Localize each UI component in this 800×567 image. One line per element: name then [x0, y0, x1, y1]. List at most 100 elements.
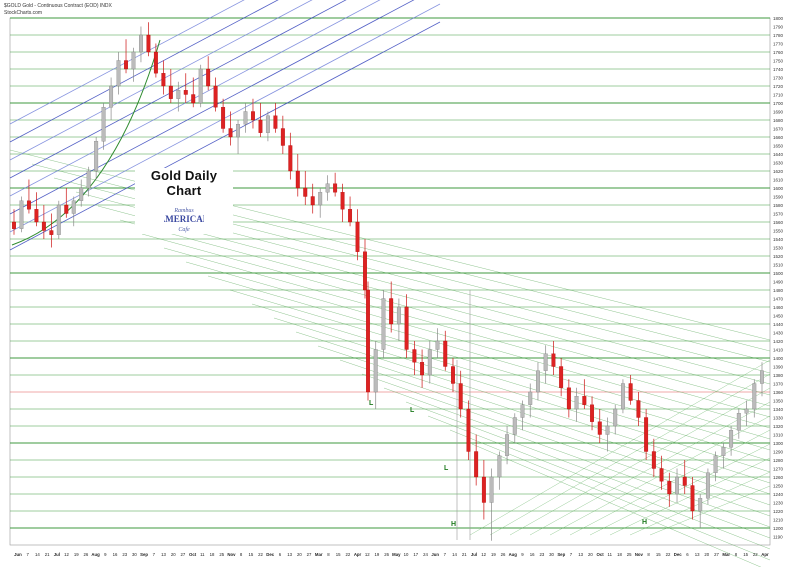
y-tick-label: 1680: [773, 118, 784, 123]
candle-body: [474, 451, 479, 478]
candle-body: [139, 34, 143, 53]
x-tick-label: 23: [539, 552, 544, 557]
candle-body: [512, 417, 517, 435]
x-tick-label: 13: [695, 552, 700, 557]
x-tick-label: 26: [84, 552, 89, 557]
x-tick-label: 20: [297, 552, 302, 557]
candle-body: [744, 408, 749, 414]
fan-line: [229, 289, 771, 451]
fan-line: [141, 233, 771, 407]
candle-body: [389, 298, 394, 325]
candle-body: [116, 60, 121, 87]
y-tick-label: 1250: [773, 484, 784, 489]
fan-line: [361, 373, 771, 517]
x-tick-label: 7: [444, 552, 447, 557]
pattern-label: L: [444, 465, 449, 472]
rising-fan-line: [649, 485, 771, 536]
candle-body: [310, 196, 315, 206]
candle-body: [381, 298, 386, 350]
x-tick-label: 15: [743, 552, 748, 557]
candle-body: [644, 417, 649, 452]
candle-body: [559, 366, 564, 388]
y-tick-label: 1520: [773, 254, 784, 259]
fan-line: [119, 219, 771, 396]
x-tick-label: Sep: [557, 552, 565, 557]
y-tick-label: 1370: [773, 382, 784, 387]
x-tick-label: 30: [132, 552, 137, 557]
x-tick-label: 24: [423, 552, 428, 557]
x-tick-label: Aug: [509, 552, 518, 557]
candle-body: [86, 170, 91, 189]
y-tick-label: 1780: [773, 33, 784, 38]
candle-body: [295, 170, 300, 189]
rising-fan-line: [589, 443, 771, 536]
x-tick-label: 19: [491, 552, 496, 557]
candle-body: [675, 476, 679, 495]
x-tick-label: 25: [627, 552, 632, 557]
y-tick-label: 1540: [773, 237, 784, 242]
y-tick-label: 1600: [773, 186, 784, 191]
rising-fan-line: [489, 373, 771, 536]
x-tick-label: 16: [530, 552, 535, 557]
y-tick-label: 1510: [773, 263, 784, 268]
candle-body: [340, 192, 345, 210]
candle-body: [191, 94, 196, 104]
y-tick-label: 1760: [773, 50, 784, 55]
x-tick-label: 8: [327, 552, 330, 557]
y-tick-label: 1490: [773, 280, 784, 285]
candle-body: [183, 90, 188, 95]
x-tick-label: 20: [171, 552, 176, 557]
x-tick-label: 8: [647, 552, 650, 557]
y-tick-label: 1740: [773, 67, 784, 72]
y-tick-label: 1650: [773, 144, 784, 149]
channel-line: [9, 21, 441, 251]
candle-body: [427, 349, 432, 376]
candle-body: [71, 200, 76, 214]
candle-body: [124, 60, 128, 70]
fan-line: [427, 415, 771, 550]
fan-line: [207, 275, 771, 440]
rambus-logo-icon: Rambus AMERICAN Cafe: [164, 208, 204, 233]
x-tick-label: Mar: [315, 552, 323, 557]
x-tick-label: 21: [462, 552, 467, 557]
candle-body: [528, 391, 533, 405]
candle-body: [288, 145, 293, 172]
candle-body: [325, 183, 330, 193]
y-tick-label: 1750: [773, 59, 784, 64]
candle-body: [258, 119, 263, 133]
x-tick-label: Dec: [674, 552, 682, 557]
x-tick-label: 15: [336, 552, 341, 557]
candle-body: [505, 434, 510, 456]
candle-body: [613, 408, 618, 427]
candle-body: [412, 349, 417, 363]
fan-line: [471, 443, 762, 567]
x-tick-label: 11: [200, 552, 205, 557]
x-tick-label: 15: [656, 552, 661, 557]
channel-line: [9, 0, 381, 197]
x-tick-label: 27: [181, 552, 186, 557]
x-tick-label: 20: [704, 552, 709, 557]
candle-body: [729, 430, 734, 448]
pattern-label: H: [451, 521, 456, 528]
y-tick-label: 1580: [773, 203, 784, 208]
candle-body: [489, 476, 494, 503]
candle-body: [153, 51, 158, 74]
x-tick-label: 13: [578, 552, 583, 557]
rising-fan-line: [609, 457, 771, 536]
y-tick-label: 1380: [773, 373, 784, 378]
candle-body: [265, 115, 270, 133]
candle-body: [690, 485, 695, 512]
x-tick-label: 12: [64, 552, 69, 557]
y-tick-label: 1350: [773, 399, 784, 404]
candle-body: [251, 111, 255, 121]
y-tick-label: 1450: [773, 314, 784, 319]
x-tick-label: 21: [45, 552, 50, 557]
candle-body: [713, 455, 718, 473]
candle-body: [198, 68, 203, 104]
x-tick-label: 19: [375, 552, 380, 557]
channel-line: [9, 0, 415, 215]
x-tick-label: 27: [714, 552, 719, 557]
candle-body: [551, 353, 556, 367]
y-tick-label: 1470: [773, 297, 784, 302]
candle-body: [705, 472, 710, 499]
